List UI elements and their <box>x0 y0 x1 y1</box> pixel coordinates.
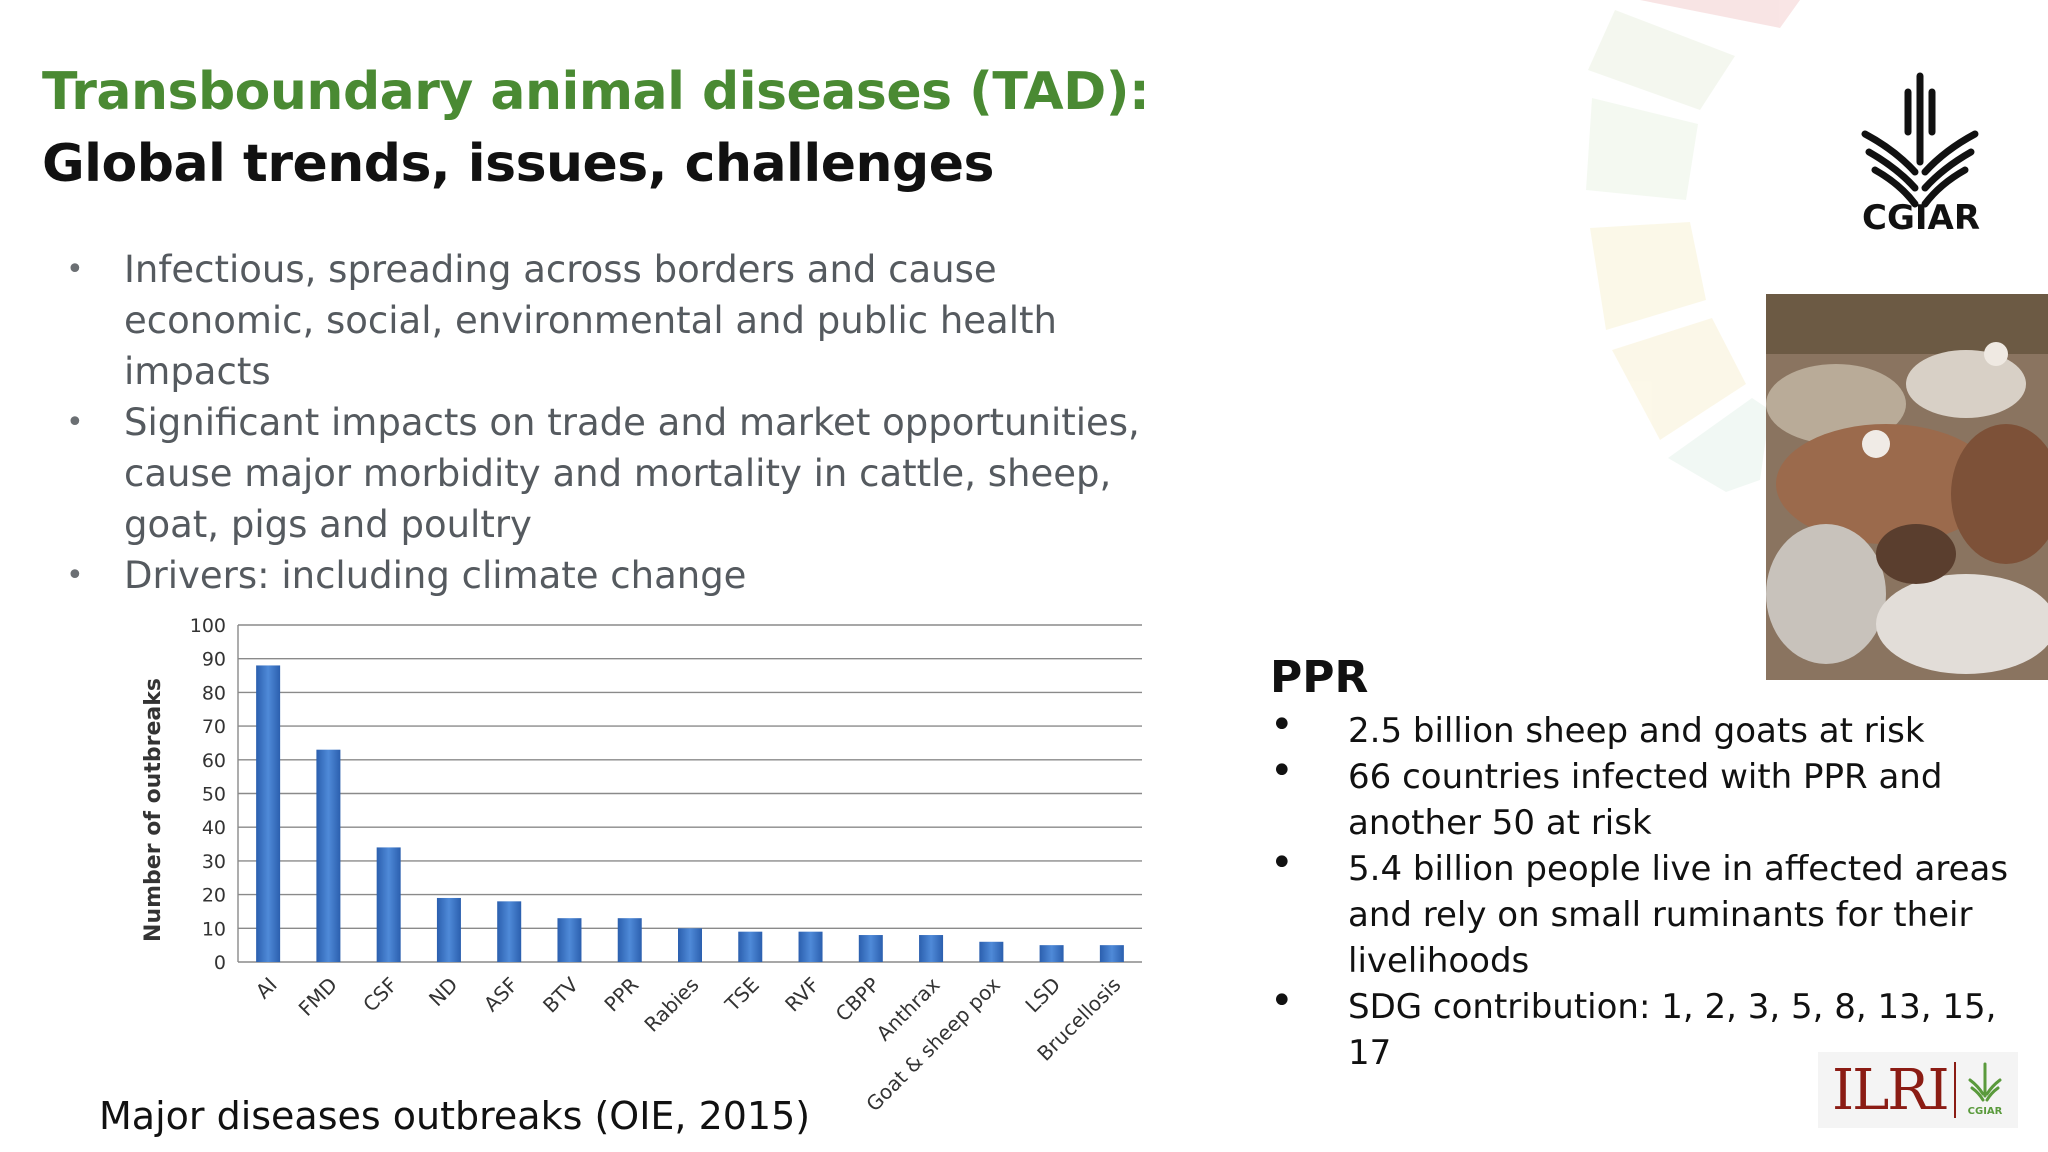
outbreaks-bar-chart: 0 10 20 30 40 50 60 70 80 90 100 AI FMD CSF ND ASF BTV PP… <box>141 615 1142 1116</box>
bar-cbpp <box>858 935 883 962</box>
bullet-dot-icon: • <box>1270 840 1294 886</box>
y-tick-label: 50 <box>202 784 226 806</box>
y-tick-label: 20 <box>202 885 226 907</box>
y-tick-label: 90 <box>202 649 226 671</box>
bullet-text: Infectious, spreading across borders and… <box>124 248 1057 393</box>
x-tick-label: TSE <box>720 973 764 1017</box>
goats-photo <box>1766 294 2048 680</box>
intro-bullet-list: • Infectious, spreading across borders an… <box>64 244 1184 601</box>
bar-brucellosis <box>1099 945 1124 962</box>
y-tick-label: 100 <box>190 615 226 637</box>
bullet-item: • Infectious, spreading across borders an… <box>64 244 1184 397</box>
ppr-heading: PPR <box>1270 652 1369 703</box>
ppr-item: • SDG contribution: 1, 2, 3, 5, 8, 13, 15… <box>1270 978 2010 1076</box>
ppr-item-text: 66 countries infected with PPR and anoth… <box>1348 757 1943 843</box>
cgiar-mini-text: CGIAR <box>1967 1106 2002 1117</box>
y-tick-label: 0 <box>214 952 226 974</box>
x-tick-label: LSD <box>1020 973 1065 1018</box>
x-tick-label: FMD <box>294 973 342 1021</box>
bar-lsd <box>1039 945 1064 962</box>
ilri-logo-icon: ILRI CGIAR <box>1818 1052 2018 1128</box>
bullet-dot-icon: • <box>1270 978 1294 1024</box>
ppr-item: • 5.4 billion people live in affected are… <box>1270 840 2010 984</box>
bar-ai <box>256 665 281 962</box>
y-tick-label: 80 <box>202 682 226 704</box>
bar-goat-sheep-pox <box>979 941 1004 962</box>
x-tick-label: ASF <box>479 973 523 1017</box>
bullet-text: Drivers: including climate change <box>124 554 747 597</box>
ppr-item: • 2.5 billion sheep and goats at risk <box>1270 702 2010 754</box>
x-tick-label: BTV <box>538 972 583 1017</box>
bullet-dot-icon: • <box>1270 748 1294 794</box>
y-tick-label: 70 <box>202 716 226 738</box>
slide-title-line2: Global trends, issues, challenges <box>42 134 994 194</box>
x-tick-label: CSF <box>358 973 402 1017</box>
bar-csf <box>376 847 401 962</box>
y-tick-label: 60 <box>202 750 226 772</box>
bullet-text: Significant impacts on trade and market … <box>124 401 1140 546</box>
x-tick-label: CBPP <box>831 973 885 1027</box>
ilri-logo-divider <box>1953 1062 1956 1118</box>
y-tick-label: 40 <box>202 817 226 839</box>
bullet-item: • Drivers: including climate change <box>64 550 1184 601</box>
bar-rabies <box>678 928 702 962</box>
x-tick-label: Rabies <box>639 973 703 1037</box>
slide-title-line1: Transboundary animal diseases (TAD): <box>42 62 1150 122</box>
x-tick-label: AI <box>251 973 282 1004</box>
ilri-logo-text: ILRI <box>1832 1057 1950 1123</box>
bar-nd <box>436 897 461 962</box>
bullet-item: • Significant impacts on trade and market… <box>64 397 1184 550</box>
bullet-dot-icon: • <box>66 558 84 593</box>
cgiar-logo-icon <box>1861 72 1979 208</box>
bar-ppr <box>617 918 642 962</box>
bar-fmd <box>316 749 341 962</box>
bar-tse <box>738 931 763 962</box>
bar-btv <box>557 918 582 962</box>
y-tick-label: 30 <box>202 851 226 873</box>
bar-anthrax <box>919 935 944 962</box>
y-tick-label: 10 <box>202 918 226 940</box>
ppr-item-text: 5.4 billion people live in affected area… <box>1348 849 2009 981</box>
bullet-dot-icon: • <box>66 252 84 287</box>
cgiar-mini-logo-icon: CGIAR <box>1967 1062 2002 1117</box>
bullet-dot-icon: • <box>66 405 84 440</box>
y-axis-label: Number of outbreaks <box>141 678 166 942</box>
cgiar-logo-text: CGIAR <box>1862 198 1981 238</box>
chart-caption: Major diseases outbreaks (OIE, 2015) <box>99 1094 811 1138</box>
bar-asf <box>497 901 522 962</box>
ppr-item-text: SDG contribution: 1, 2, 3, 5, 8, 13, 15,… <box>1348 987 1997 1073</box>
ppr-item-text: 2.5 billion sheep and goats at risk <box>1348 711 1925 751</box>
bar-rvf <box>798 931 823 962</box>
ppr-bullet-list: • 2.5 billion sheep and goats at risk • 66… <box>1270 702 2010 1076</box>
x-tick-label: RVF <box>780 973 824 1017</box>
bullet-dot-icon: • <box>1270 702 1294 748</box>
ppr-item: • 66 countries infected with PPR and anot… <box>1270 748 2010 846</box>
x-tick-label: ND <box>424 973 462 1011</box>
x-tick-label: PPR <box>599 973 643 1017</box>
